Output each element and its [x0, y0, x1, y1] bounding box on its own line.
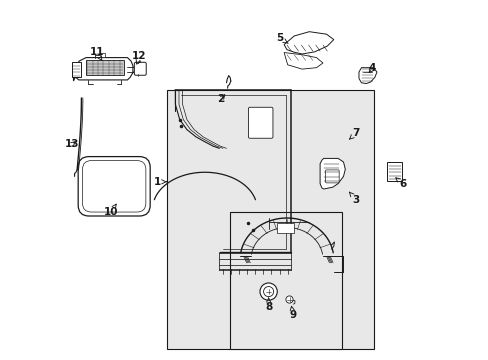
Circle shape — [260, 283, 277, 300]
Text: 10: 10 — [103, 204, 118, 217]
Text: 12: 12 — [132, 51, 146, 64]
Polygon shape — [284, 32, 333, 54]
Bar — [230, 212, 341, 349]
Bar — [167, 90, 373, 349]
Polygon shape — [284, 53, 322, 69]
Text: 7: 7 — [349, 128, 359, 139]
Text: 9: 9 — [289, 306, 296, 320]
Bar — [86, 60, 123, 75]
Text: 1: 1 — [153, 177, 166, 187]
Text: 2: 2 — [217, 94, 224, 104]
FancyBboxPatch shape — [78, 157, 150, 216]
FancyBboxPatch shape — [325, 170, 339, 183]
Polygon shape — [320, 158, 345, 189]
Polygon shape — [73, 58, 133, 81]
Polygon shape — [358, 68, 376, 84]
Bar — [386, 162, 401, 181]
Circle shape — [285, 296, 292, 303]
FancyBboxPatch shape — [248, 107, 272, 138]
Text: 3: 3 — [349, 192, 359, 205]
Text: 4: 4 — [368, 63, 375, 73]
Text: 5: 5 — [275, 33, 287, 44]
Text: 11: 11 — [89, 47, 104, 60]
Text: 13: 13 — [65, 139, 80, 149]
Bar — [101, 53, 104, 57]
FancyBboxPatch shape — [134, 62, 146, 75]
Bar — [276, 223, 294, 233]
Text: 8: 8 — [264, 298, 272, 312]
Bar — [72, 62, 81, 77]
Circle shape — [263, 287, 273, 297]
Text: 6: 6 — [395, 178, 406, 189]
FancyBboxPatch shape — [82, 161, 145, 212]
